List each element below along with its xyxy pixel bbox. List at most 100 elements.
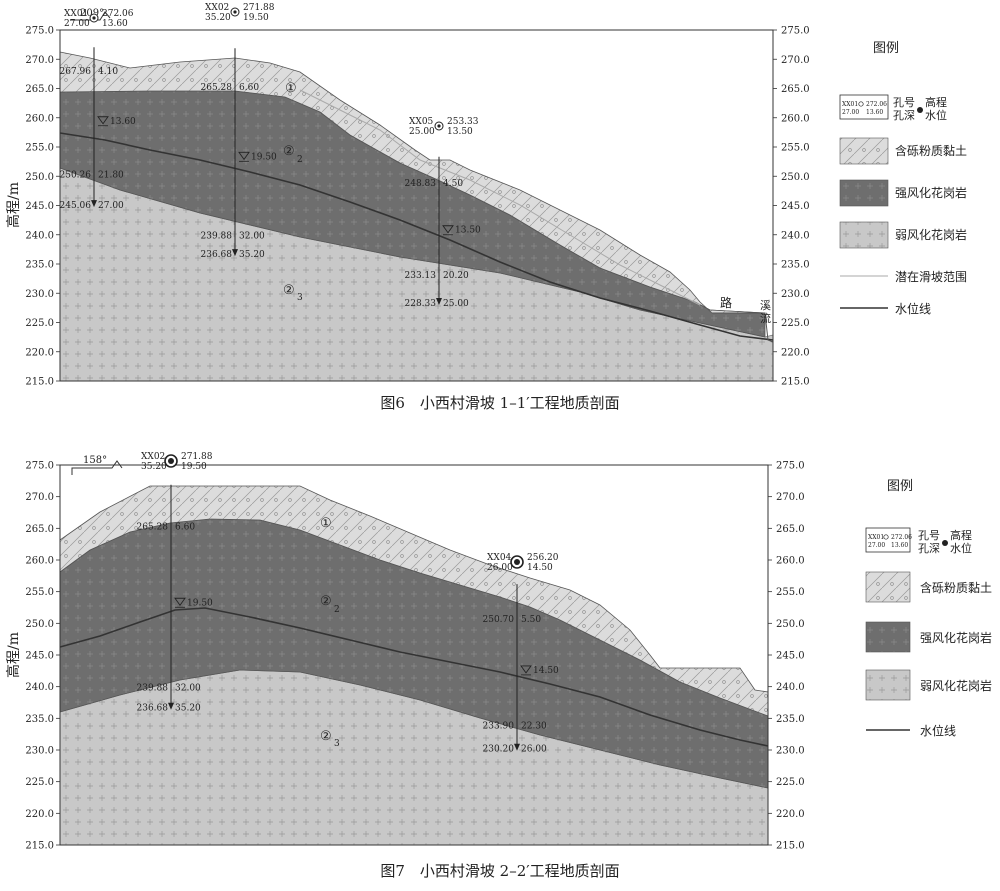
y-axis-label-fig7: 高程/m <box>5 632 22 678</box>
legend-borehole-depth-fig6: 27.00 <box>842 109 859 116</box>
borehole-arrow <box>436 298 442 306</box>
layer-label-3-sub-fig6: 3 <box>297 293 303 303</box>
y-ticks-fig6: 275.0 275.0 270.0 270.0 265.0 265.0 260.0 260.0… <box>25 26 809 388</box>
legend-borehole-symbol-fig6 <box>858 101 864 107</box>
legend-borehole-water-fig6: 13.60 <box>866 109 883 116</box>
y-tick-label-right: 225.0 <box>781 318 810 329</box>
water-level-marker <box>97 116 109 125</box>
contact-elevation: 230.20 <box>483 745 515 755</box>
contact-elevation: 239.88 <box>201 231 233 241</box>
contact-elevation: 233.13 <box>405 271 437 281</box>
legend-hole-no-fig6: 孔号 <box>893 96 915 109</box>
contact-elevation: 239.88 <box>137 683 169 693</box>
contact-depth: 26.00 <box>521 745 547 755</box>
borehole-id: XX02 <box>141 452 165 462</box>
y-tick-label-left: 260.0 <box>25 556 54 567</box>
y-tick-label-left: 215.0 <box>25 841 54 852</box>
borehole-symbol-dot <box>437 124 441 128</box>
legend-label-clay-fig7: 含砾粉质黏土 <box>920 580 992 595</box>
contact-elevation: 265.28 <box>137 523 169 533</box>
y-tick-label-left: 225.0 <box>25 318 54 329</box>
legend-swatch-strong-fig6 <box>839 179 889 207</box>
y-tick-label-right: 250.0 <box>776 619 805 630</box>
borehole-elevation: 253.33 <box>447 117 479 127</box>
y-tick-label-left: 265.0 <box>25 524 54 535</box>
borehole-id: XX05 <box>409 117 434 127</box>
orientation-label-fig6: 209° <box>80 8 104 19</box>
borehole-arrow <box>91 200 97 208</box>
legend-fig7: 图例 XX01 27.00 272.06 13.60 孔号 孔深 高程 水位 含… <box>865 479 992 738</box>
y-tick-label-left: 250.0 <box>25 172 54 183</box>
legend-label-strong-fig6: 强风化花岗岩 <box>895 185 967 200</box>
borehole-symbol-dot <box>92 16 96 20</box>
layer-label-3-fig6: ② <box>283 283 295 298</box>
y-tick-label-left: 265.0 <box>25 84 54 95</box>
y-tick-label-right: 245.0 <box>776 651 805 662</box>
orientation-marker-fig7: 158° <box>71 455 123 475</box>
legend-elevation-fig7: 高程 <box>950 528 972 542</box>
contact-depth: 35.20 <box>239 250 265 260</box>
contact-elevation: 250.70 <box>483 615 515 625</box>
y-tick-label-left: 215.0 <box>25 377 54 388</box>
legend-label-strong-fig7: 强风化花岗岩 <box>920 630 992 645</box>
contact-depth: 32.00 <box>239 231 265 241</box>
water-level-value: 19.50 <box>251 152 277 162</box>
layer-label-1-fig7: ① <box>320 516 332 531</box>
y-tick-label-left: 235.0 <box>25 714 54 725</box>
contact-depth: 6.60 <box>239 83 259 93</box>
borehole-id: XX02 <box>205 3 229 13</box>
borehole-arrow <box>514 743 520 751</box>
y-tick-label-right: 265.0 <box>776 524 805 535</box>
orientation-marker-fig6: 209° <box>70 8 111 21</box>
contact-depth: 27.00 <box>98 201 124 211</box>
y-tick-label-left: 230.0 <box>25 289 54 300</box>
legend-hole-no-fig7: 孔号 <box>918 529 940 542</box>
legend-swatch-weak-fig6 <box>839 221 889 249</box>
borehole-elevation: 271.88 <box>243 3 275 13</box>
contact-depth: 22.30 <box>521 721 547 731</box>
legend-label-clay-fig6: 含砾粉质黏土 <box>895 143 967 158</box>
legend-borehole-dot-fig7 <box>942 540 948 546</box>
stream-label-1: 溪 <box>760 299 771 312</box>
y-tick-label-left: 235.0 <box>25 260 54 271</box>
caption-fig7: 图7 小西村滑坡 2–2′工程地质剖面 <box>380 862 619 880</box>
layer-label-2-fig7: ② <box>320 594 332 609</box>
y-tick-label-left: 270.0 <box>25 492 54 503</box>
borehole-id: XX01 <box>64 9 88 19</box>
legend-borehole-symbol-fig7 <box>883 534 889 540</box>
borehole-depth: 25.00 <box>409 127 435 137</box>
layer-clay-fig7 <box>59 485 769 717</box>
water-level-marker <box>238 151 250 161</box>
legend-swatch-weak-fig7 <box>865 669 911 701</box>
legend-swatch-clay-fig7 <box>865 571 911 603</box>
contact-depth: 4.50 <box>443 179 463 189</box>
borehole-depth: 35.20 <box>205 13 231 23</box>
y-tick-label-left: 260.0 <box>25 113 54 124</box>
contact-elevation: 236.68 <box>137 704 169 714</box>
borehole-water: 19.50 <box>243 13 269 23</box>
y-tick-label-right: 220.0 <box>776 809 805 820</box>
y-tick-label-left: 230.0 <box>25 746 54 757</box>
contact-depth: 32.00 <box>175 683 201 693</box>
borehole-water: 14.50 <box>527 563 553 573</box>
borehole-symbol-dot <box>233 10 237 14</box>
road-label: 路 <box>720 295 732 310</box>
ground-right-fig6 <box>712 312 774 343</box>
layer-clay-fig6 <box>59 51 766 314</box>
legend-borehole-dot-fig6 <box>917 107 923 113</box>
y-tick-label-right: 230.0 <box>781 289 810 300</box>
contact-depth: 6.60 <box>175 523 195 533</box>
borehole-depth: 27.00 <box>64 19 90 29</box>
y-tick-label-left: 250.0 <box>25 619 54 630</box>
y-tick-label-left: 275.0 <box>25 461 54 472</box>
borehole-arrow <box>232 249 238 257</box>
y-tick-label-right: 275.0 <box>776 461 805 472</box>
contact-elevation: 248.83 <box>405 179 437 189</box>
layer-label-2-sub-fig6: 2 <box>297 155 303 165</box>
legend-fig6: 图例 XX01 27.00 272.06 13.60 孔号 孔深 高程 水位 含… <box>839 41 967 316</box>
y-tick-label-right: 220.0 <box>781 347 810 358</box>
y-tick-label-left: 245.0 <box>25 201 54 212</box>
